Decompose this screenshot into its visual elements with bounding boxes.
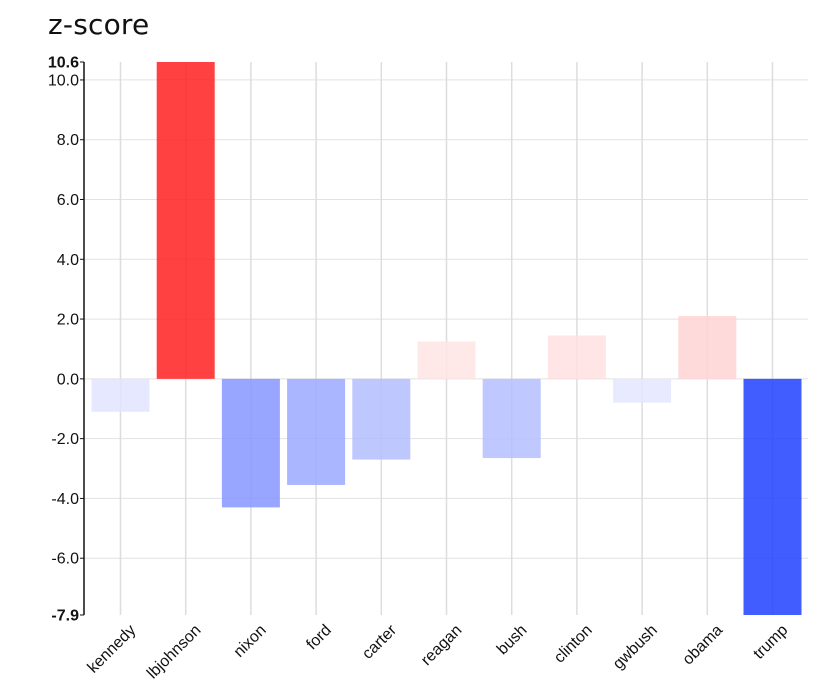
y-max-label: 10.6 [48, 55, 79, 72]
bar-bush [483, 379, 541, 458]
bar-reagan [418, 341, 476, 378]
x-tick-label-reagan: reagan [418, 622, 465, 669]
y-tick-label: 0.0 [57, 371, 79, 388]
x-tick-label-gwbush: gwbush [610, 622, 661, 673]
x-tick-label-trump: trump [750, 622, 791, 663]
y-min-label: -7.9 [51, 608, 79, 625]
x-tick-label-clinton: clinton [551, 622, 596, 667]
y-tick-label: 8.0 [57, 132, 79, 149]
bar-lbjohnson [157, 62, 215, 379]
bar-trump [744, 379, 802, 615]
bar-kennedy [92, 379, 150, 412]
y-tick-label: 4.0 [57, 252, 79, 269]
y-tick-label: -6.0 [51, 551, 79, 568]
y-tick-label: 10.0 [48, 72, 79, 89]
bar-clinton [548, 336, 606, 379]
y-tick-label: 2.0 [57, 312, 79, 329]
chart-container: z-score -6.0 -4.0 -2.0 0.0 2.0 4.0 6.0 8.0 10.0 1… [0, 0, 829, 695]
x-tick-label-obama: obama [680, 622, 727, 669]
bar-chart: -6.0 -4.0 -2.0 0.0 2.0 4.0 6.0 8.0 10.010.6 -7.9 k… [0, 0, 829, 695]
bar-gwbush [613, 379, 671, 403]
x-tick-label-lbjohnson: lbjohnson [144, 622, 204, 682]
x-tick-label-ford: ford [303, 622, 335, 654]
x-tick-label-nixon: nixon [231, 622, 270, 661]
y-tick-label: -2.0 [51, 431, 79, 448]
x-tick-label-carter: carter [359, 621, 400, 662]
y-tick-label: -4.0 [51, 491, 79, 508]
x-tick-label-kennedy: kennedy [85, 622, 140, 677]
bar-ford [287, 379, 345, 485]
bar-carter [352, 379, 410, 460]
y-tick-label: 6.0 [57, 192, 79, 209]
bar-obama [678, 316, 736, 379]
x-tick-label-bush: bush [494, 622, 531, 659]
bar-nixon [222, 379, 280, 508]
